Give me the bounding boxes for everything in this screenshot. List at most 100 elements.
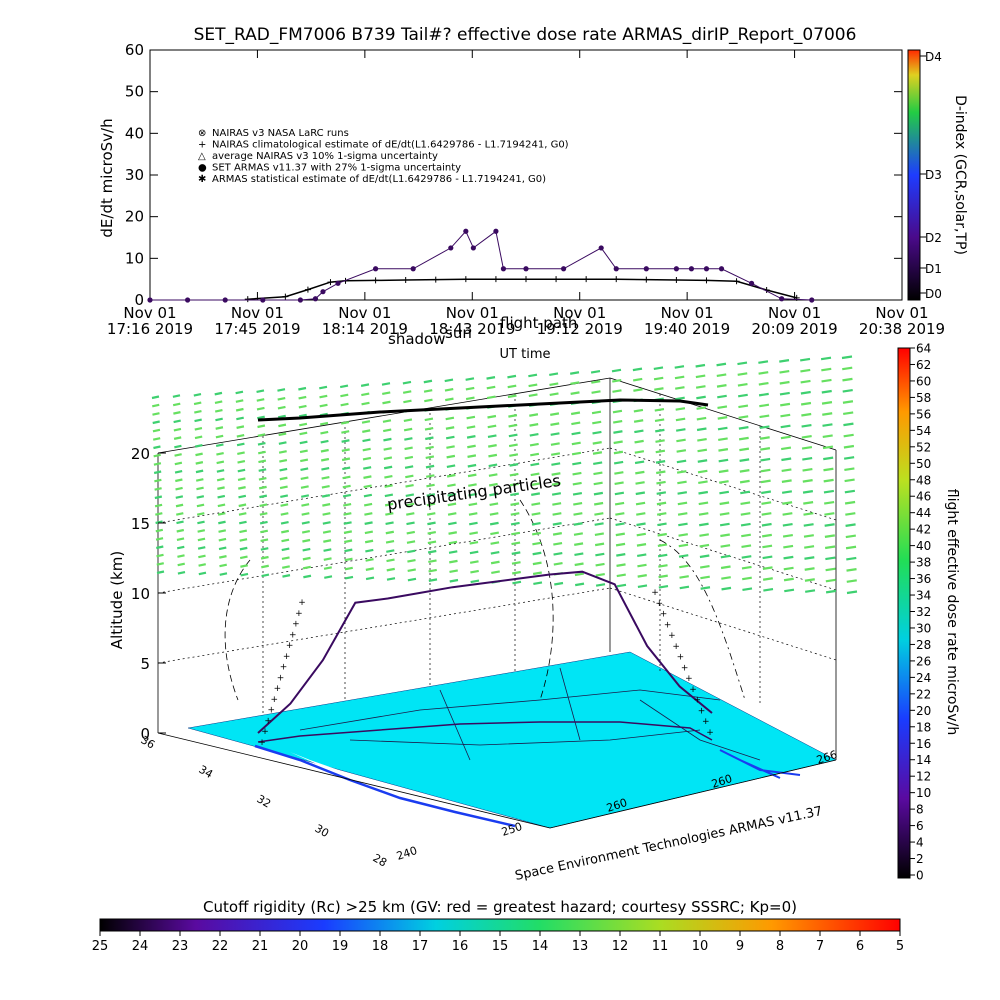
particle-mark	[384, 502, 394, 507]
particle-mark	[402, 390, 412, 394]
particle-mark	[532, 561, 542, 566]
particle-mark	[825, 578, 836, 583]
particle-mark	[761, 522, 772, 527]
armas-point	[598, 245, 604, 251]
particle-mark	[322, 503, 331, 507]
particle-mark	[571, 441, 581, 446]
particle-mark	[301, 494, 310, 498]
colorbar-tick-label: 52	[916, 440, 931, 454]
particle-mark	[553, 561, 563, 566]
particle-mark	[427, 540, 437, 545]
particle-mark	[320, 430, 329, 435]
particle-mark	[657, 522, 667, 527]
particle-mark	[845, 523, 856, 527]
particle-mark	[176, 545, 185, 550]
particle-mark	[468, 492, 478, 497]
particle-mark	[154, 495, 163, 500]
particle-mark	[532, 541, 542, 546]
particle-mark	[468, 512, 478, 516]
particle-mark	[175, 495, 184, 499]
longitude-tick-label: 266	[815, 748, 839, 767]
particle-mark	[658, 564, 668, 568]
descent-marker: +	[672, 642, 680, 652]
particle-mark	[800, 357, 811, 362]
particle-mark	[281, 538, 290, 543]
particle-mark	[487, 434, 497, 439]
particle-mark	[821, 389, 832, 394]
particle-mark	[697, 448, 708, 453]
particle-mark	[844, 478, 855, 483]
particle-mark	[299, 431, 308, 436]
particle-mark	[533, 581, 543, 585]
particle-mark	[172, 402, 181, 407]
particle-mark	[427, 531, 437, 535]
armas-point	[688, 266, 695, 272]
particle-mark	[551, 492, 562, 496]
flight-altitude-line	[257, 570, 713, 734]
particle-mark	[176, 512, 184, 516]
particle-mark	[510, 512, 520, 516]
particle-mark	[507, 374, 517, 379]
particle-mark	[783, 566, 794, 571]
particle-mark	[634, 439, 644, 444]
particle-mark	[177, 562, 185, 567]
particle-mark	[302, 547, 311, 552]
particle-mark	[761, 501, 772, 505]
particle-mark	[258, 485, 267, 490]
particle-mark	[700, 586, 711, 590]
particle-mark	[594, 542, 605, 547]
particle-mark	[572, 461, 582, 466]
rigidity-tick-label: 17	[412, 939, 429, 954]
particle-mark	[823, 467, 834, 472]
y-tick-label: 20	[125, 208, 144, 226]
particle-mark	[782, 533, 793, 538]
particle-mark	[674, 365, 685, 369]
particle-mark	[738, 415, 749, 419]
particle-mark	[281, 529, 290, 534]
particle-mark	[740, 522, 751, 527]
nairas-point	[793, 294, 800, 301]
particle-mark	[758, 381, 769, 386]
particle-mark	[574, 542, 584, 546]
armas-point	[643, 266, 649, 272]
particle-mark	[844, 489, 856, 494]
particle-mark	[300, 458, 309, 463]
particle-mark	[720, 544, 731, 548]
particle-mark	[762, 533, 772, 538]
particle-mark	[761, 512, 772, 516]
particle-mark	[657, 532, 667, 537]
particle-mark	[402, 380, 412, 385]
particle-mark	[487, 424, 497, 429]
particle-mark	[781, 479, 792, 483]
particle-mark	[300, 467, 309, 472]
particle-mark	[193, 392, 202, 397]
particle-mark	[721, 586, 732, 591]
rigidity-tick-label: 7	[816, 939, 824, 954]
y-tick-label: 10	[125, 249, 144, 267]
particle-mark	[634, 450, 645, 454]
particle-mark	[280, 494, 289, 499]
particle-mark	[446, 445, 455, 449]
particle-mark	[678, 554, 689, 558]
particle-mark	[323, 539, 332, 543]
particle-mark	[654, 418, 665, 423]
particle-mark	[696, 395, 706, 400]
particle-mark	[237, 460, 246, 464]
particle-mark	[740, 501, 751, 505]
particle-mark	[801, 434, 812, 439]
particle-mark	[215, 417, 223, 422]
particle-mark	[695, 385, 706, 389]
particle-mark	[299, 449, 308, 454]
particle-mark	[198, 554, 206, 559]
particle-mark	[445, 397, 454, 402]
particle-mark	[633, 408, 644, 413]
particle-mark	[405, 502, 415, 507]
legend-label: ARMAS statistical estimate of dE/dt(L1.6…	[212, 174, 546, 185]
climb-marker: +	[277, 673, 285, 683]
particle-mark	[489, 502, 499, 507]
particle-mark	[531, 521, 541, 526]
particle-mark	[823, 478, 834, 483]
x-tick-label-line1: Nov 01	[123, 304, 176, 322]
particle-mark	[195, 469, 204, 474]
particle-mark	[510, 492, 520, 497]
